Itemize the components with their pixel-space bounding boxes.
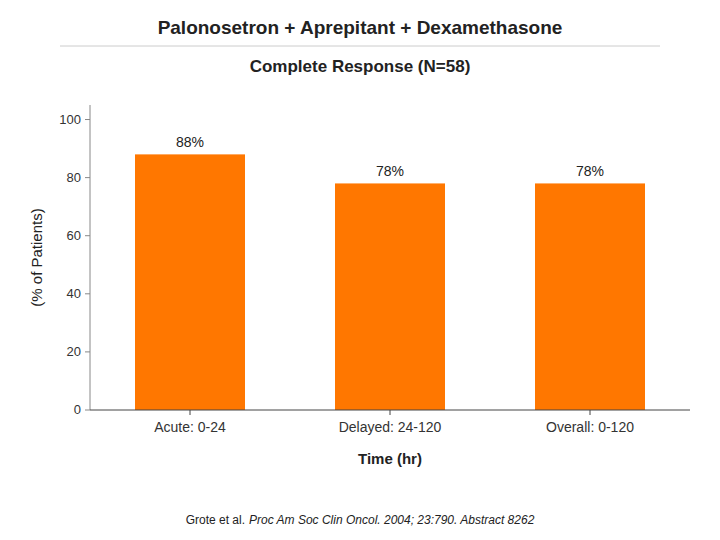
footnote: Grote et al. Proc Am Soc Clin Oncol. 2004… <box>186 513 535 527</box>
y-tick <box>85 410 90 411</box>
x-tick-label: Overall: 0-120 <box>546 419 634 435</box>
y-tick-label: 40 <box>67 286 81 301</box>
subtitle: Complete Response (N=58) <box>250 57 471 76</box>
bar <box>135 154 245 410</box>
bars <box>135 154 645 410</box>
title: Palonosetron + Aprepitant + Dexamethason… <box>158 17 563 38</box>
x-tick <box>590 410 591 415</box>
data-label: 88% <box>176 134 204 150</box>
y-tick <box>85 293 90 294</box>
y-tick <box>85 177 90 178</box>
footnote-part: Grote et al. <box>186 513 245 527</box>
x-tick <box>390 410 391 415</box>
y-tick-label: 20 <box>67 344 81 359</box>
y-tick-label: 80 <box>67 170 81 185</box>
x-axis-label: Time (hr) <box>358 450 422 467</box>
x-tick-label: Delayed: 24-120 <box>339 419 442 435</box>
y-tick <box>85 235 90 236</box>
y-tick-label: 0 <box>74 402 81 417</box>
bar <box>535 183 645 410</box>
title-rule <box>60 46 660 47</box>
y-tick-label: 100 <box>59 112 81 127</box>
chart-svg: Palonosetron + Aprepitant + Dexamethason… <box>0 0 720 540</box>
footnote-part: Proc Am Soc Clin Oncol. 2004; 23:790. Ab… <box>249 513 535 527</box>
y-tick-label: 60 <box>67 228 81 243</box>
chart-container: Palonosetron + Aprepitant + Dexamethason… <box>0 0 720 540</box>
x-tick <box>190 410 191 415</box>
bar <box>335 183 445 410</box>
y-axis-line <box>90 105 91 410</box>
data-label: 78% <box>576 163 604 179</box>
y-tick <box>85 119 90 120</box>
y-axis-label: (% of Patients) <box>28 208 45 306</box>
x-tick-label: Acute: 0-24 <box>154 419 226 435</box>
y-tick <box>85 351 90 352</box>
background <box>0 0 720 540</box>
data-label: 78% <box>376 163 404 179</box>
